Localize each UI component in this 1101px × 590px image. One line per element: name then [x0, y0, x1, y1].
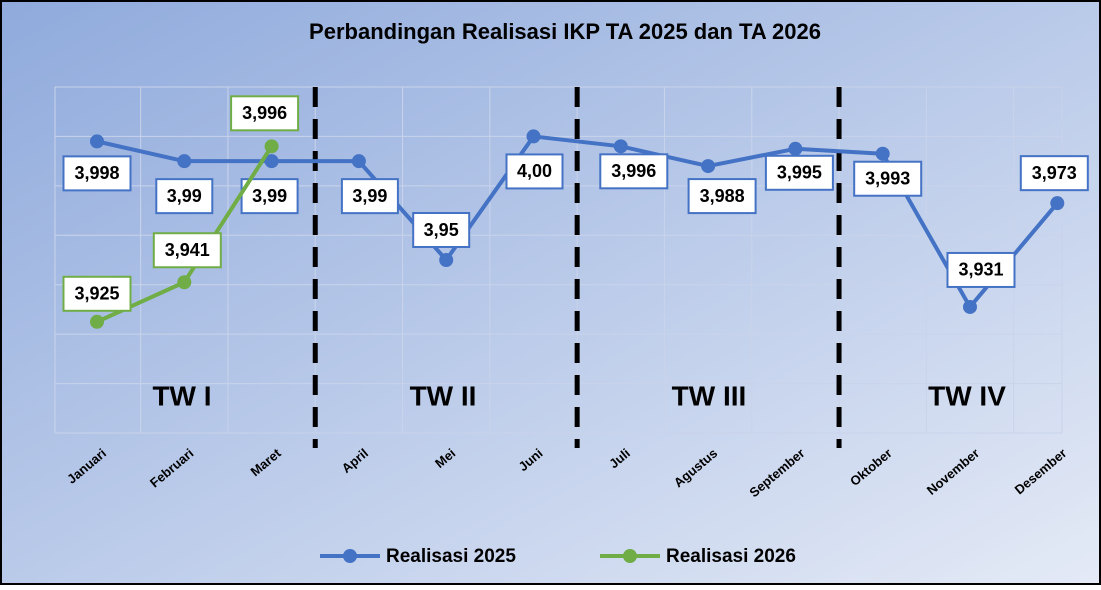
data-label-box	[155, 178, 214, 215]
data-label: 3,988	[700, 186, 745, 206]
quarter-label: TW II	[410, 380, 477, 411]
legend-marker	[623, 549, 637, 563]
quarter-label: TW I	[152, 380, 211, 411]
data-label: 3,931	[958, 260, 1003, 280]
data-label-box	[152, 232, 222, 269]
data-label-box	[230, 95, 300, 132]
legend-label: Realisasi 2026	[666, 546, 796, 567]
quarter-label: TW III	[672, 380, 747, 411]
data-label-box	[62, 155, 132, 192]
data-label: 3,998	[74, 163, 119, 183]
data-label-box	[853, 160, 923, 197]
data-point	[1050, 196, 1065, 211]
data-label-box	[946, 251, 1016, 288]
data-label-box	[505, 153, 564, 190]
data-point	[701, 159, 716, 174]
data-label: 3,99	[167, 186, 202, 206]
data-label: 3,941	[165, 240, 210, 260]
data-point	[264, 139, 279, 154]
data-label: 3,99	[252, 186, 287, 206]
data-label-box	[412, 212, 471, 248]
data-point	[177, 154, 192, 169]
data-point	[613, 139, 628, 154]
data-point	[788, 141, 803, 156]
data-label: 3,99	[352, 186, 387, 206]
data-label: 4,00	[517, 161, 552, 181]
legend-marker	[343, 549, 357, 563]
data-point	[264, 154, 279, 169]
data-label: 3,996	[611, 161, 656, 181]
data-point	[351, 154, 366, 169]
data-point	[875, 146, 890, 161]
data-point	[90, 134, 104, 149]
data-label-box	[599, 153, 669, 190]
data-label-box	[764, 154, 834, 191]
data-label-box	[687, 178, 757, 215]
data-label-box	[62, 275, 132, 312]
data-point	[526, 129, 541, 144]
data-label: 3,996	[242, 103, 287, 123]
data-point	[90, 314, 104, 329]
data-label: 3,925	[74, 284, 119, 304]
data-label: 3,993	[865, 168, 910, 188]
quarter-label: TW IV	[928, 380, 1006, 411]
data-label: 3,973	[1032, 163, 1077, 183]
data-label-box	[1019, 155, 1089, 192]
chart-title: Perbandingan Realisasi IKP TA 2025 dan T…	[309, 19, 821, 44]
data-point	[439, 253, 454, 267]
data-label: 3,995	[777, 163, 822, 183]
data-point	[177, 275, 192, 290]
legend-label: Realisasi 2025	[386, 546, 516, 567]
data-label-box	[340, 178, 399, 215]
data-point	[963, 299, 977, 314]
data-label: 3,95	[424, 220, 459, 240]
